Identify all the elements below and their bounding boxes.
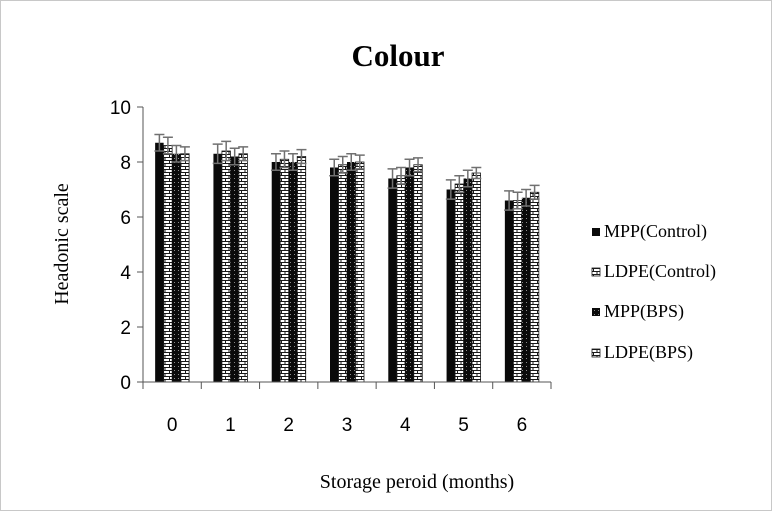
bar-ldpe-control--m1 — [221, 150, 231, 383]
bar-mpp-control--m0 — [155, 142, 164, 382]
bar-mpp-bps--m5 — [463, 178, 473, 382]
error-bars-group — [154, 133, 540, 211]
bar-mpp-control--m6 — [504, 200, 514, 382]
y-tick-label: 4 — [120, 263, 131, 284]
x-tick-label: 5 — [458, 415, 469, 436]
bar-mpp-bps--m3 — [347, 162, 356, 382]
bar-mpp-bps--m2 — [288, 162, 298, 382]
bar-ldpe-control--m3 — [338, 164, 348, 383]
bar-ldpe-control--m5 — [454, 183, 464, 383]
x-axis: 0 1 2 3 4 5 6 — [142, 381, 552, 436]
legend-label: MPP(Control) — [604, 221, 707, 242]
legend-label: MPP(BPS) — [604, 301, 684, 322]
bar-mpp-bps--m6 — [521, 197, 531, 382]
x-tick-label: 4 — [400, 415, 411, 436]
x-tick-label: 0 — [167, 415, 178, 436]
bar-mpp-bps--m4 — [405, 167, 414, 382]
bar-ldpe-control--m2 — [279, 158, 290, 383]
bar-mpp-control--m2 — [271, 162, 281, 382]
chart-title: Colour — [352, 38, 445, 73]
bar-ldpe-bps--m4 — [413, 164, 423, 383]
y-tick-label: 0 — [120, 373, 131, 394]
y-tick-label: 10 — [110, 98, 131, 119]
legend-swatch — [592, 308, 600, 316]
bar-ldpe-bps--m1 — [238, 153, 248, 383]
bar-ldpe-control--m0 — [163, 145, 173, 383]
y-tick-label: 6 — [120, 208, 131, 229]
bar-mpp-bps--m0 — [172, 153, 181, 382]
bar-ldpe-bps--m2 — [296, 156, 307, 383]
bar-ldpe-control--m6 — [512, 200, 523, 383]
bar-mpp-control--m1 — [213, 153, 222, 382]
y-axis-label: Headonic scale — [51, 183, 73, 305]
x-tick-label: 2 — [283, 415, 294, 436]
legend-swatch — [591, 348, 601, 358]
bar-mpp-control--m3 — [330, 167, 339, 382]
legend-label: LDPE(Control) — [604, 261, 716, 282]
bar-mpp-control--m5 — [446, 189, 456, 382]
bar-mpp-control--m4 — [388, 178, 397, 382]
y-tick-label: 2 — [120, 318, 131, 339]
legend-swatch — [592, 228, 600, 236]
y-axis: 0 2 4 6 8 10 — [110, 98, 144, 394]
bar-ldpe-bps--m3 — [355, 161, 365, 383]
bar-ldpe-bps--m0 — [180, 153, 190, 383]
legend-label: LDPE(BPS) — [604, 342, 693, 363]
y-tick-label: 8 — [120, 153, 131, 174]
bar-ldpe-bps--m5 — [471, 172, 481, 383]
bar-ldpe-bps--m6 — [529, 191, 540, 383]
legend: MPP(Control) LDPE(Control) MPP(BPS) LDPE(BP… — [591, 221, 716, 363]
bar-ldpe-control--m4 — [396, 175, 406, 383]
x-tick-label: 6 — [517, 415, 528, 436]
x-tick-label: 3 — [342, 415, 353, 436]
x-axis-label: Storage peroid (months) — [320, 471, 514, 493]
bar-mpp-bps--m1 — [230, 156, 239, 382]
legend-swatch — [591, 267, 601, 277]
x-tick-label: 1 — [225, 415, 236, 436]
